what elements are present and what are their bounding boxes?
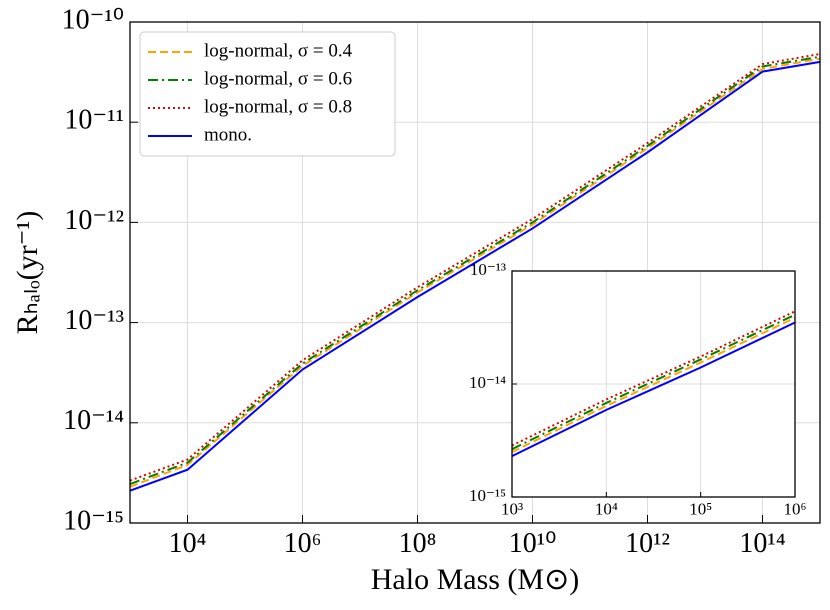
legend-box [139, 31, 396, 157]
x-tick-label: 10¹² [625, 528, 670, 559]
legend: log-normal, σ = 0.4 log-normal, σ = 0.6 lo… [139, 31, 396, 157]
series-line [129, 60, 821, 492]
axes-frame [129, 21, 821, 524]
series-line [511, 313, 796, 451]
series-line [511, 321, 796, 458]
series-line [511, 316, 796, 453]
x-tick-label: 10⁴ [169, 528, 207, 559]
legend-label: log-normal, σ = 0.6 [204, 68, 352, 89]
y-tick-label: 10⁻¹³ [470, 260, 506, 279]
y-tick-label: 10⁻¹³ [64, 305, 124, 336]
x-tick-label: 10⁵ [689, 500, 712, 519]
x-tick-label: 10⁸ [399, 528, 437, 559]
series-line [129, 52, 821, 482]
legend-label: mono. [204, 124, 252, 145]
series-line [129, 57, 821, 488]
axes-frame [511, 270, 796, 498]
y-tick-label: 10⁻¹⁴ [63, 405, 124, 436]
y-tick-label: 10⁻¹⁵ [63, 505, 124, 536]
y-tick-label: 10⁻¹⁵ [469, 486, 506, 505]
x-axis-label: Halo Mass (M⊙) [371, 563, 579, 596]
series-line [511, 310, 796, 447]
legend-label: log-normal, σ = 0.4 [204, 40, 353, 61]
y-tick-label: 10⁻¹¹ [64, 105, 124, 136]
x-tick-label: 10⁶ [284, 528, 322, 559]
y-axis-label: Rₕₐₗₒ(yr⁻¹) [11, 211, 44, 335]
legend-label: log-normal, σ = 0.8 [204, 96, 352, 117]
x-tick-label: 10⁴ [595, 500, 618, 519]
x-tick-label: 10³ [501, 500, 523, 519]
x-tick-label: 10¹⁴ [739, 528, 785, 559]
series-line [129, 55, 821, 485]
y-tick-label: 10⁻¹⁴ [469, 373, 506, 392]
x-tick-label: 10⁶ [784, 500, 807, 519]
y-tick-label: 10⁻¹⁰ [62, 4, 124, 35]
y-tick-label: 10⁻¹² [64, 205, 124, 236]
plot-area: 10³ 10⁴ 10⁵ 10⁶ 10⁻¹⁵ 10⁻¹⁴ 10⁻¹³ [469, 260, 807, 519]
x-tick-label: 10¹⁰ [509, 528, 557, 559]
